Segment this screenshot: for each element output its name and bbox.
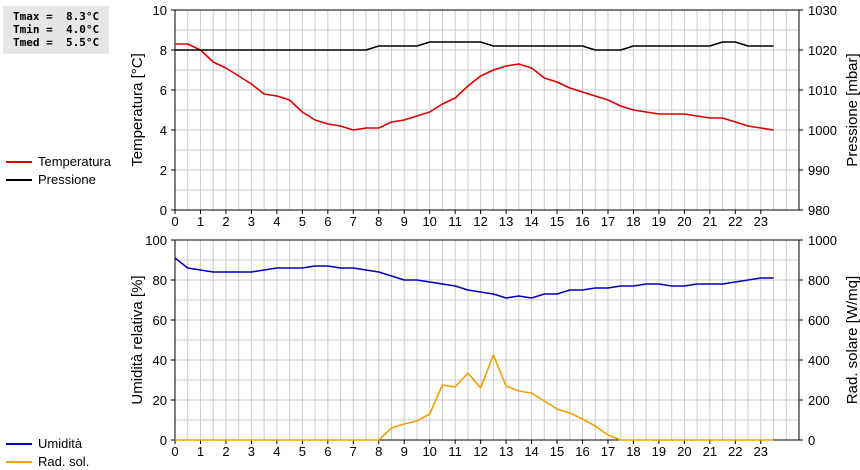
bottom-y-tick-label-left: 40: [153, 353, 167, 368]
top-x-tick-label: 14: [524, 214, 538, 229]
top-y-tick-label-left: 6: [160, 83, 167, 98]
bottom-x-tick-label: 13: [499, 444, 513, 459]
top-x-tick-label: 3: [248, 214, 255, 229]
bottom-x-tick-label: 22: [728, 444, 742, 459]
bottom-x-tick-label: 19: [652, 444, 666, 459]
series-line-pressione: [175, 41, 774, 51]
legend-swatch-pressione: [6, 179, 32, 181]
bottom-x-tick-label: 5: [299, 444, 306, 459]
series-line-umidit: [174, 257, 774, 299]
top-x-tick-label: 5: [299, 214, 306, 229]
bottom-x-tick-label: 20: [677, 444, 691, 459]
bottom-x-tick-label: 14: [524, 444, 538, 459]
top-x-tick-label: 1: [197, 214, 204, 229]
top-y-tick-label-left: 2: [160, 163, 167, 178]
top-x-tick-label: 8: [375, 214, 382, 229]
top-x-tick-label: 4: [273, 214, 280, 229]
top-x-tick-label: 0: [171, 214, 178, 229]
top-plot-frame: [174, 9, 800, 211]
bottom-y-tick-label-right: 0: [808, 433, 815, 448]
bottom-plot-frame: [174, 239, 800, 441]
bottom-x-tick-label: 11: [448, 444, 462, 459]
top-x-tick-label: 6: [324, 214, 331, 229]
legend-swatch-rad-sol: [6, 461, 32, 463]
top-x-tick-label: 16: [575, 214, 589, 229]
top-x-tick-label: 9: [401, 214, 408, 229]
bottom-y-tick-label-left: 60: [153, 313, 167, 328]
y-axis-label-temperatura: Temperatura [°C]: [129, 53, 146, 167]
legend-label-temperatura: Temperatura: [38, 154, 111, 169]
top-y-tick-label-right: 980: [808, 203, 830, 218]
bottom-x-tick-label: 6: [324, 444, 331, 459]
y-axis-label-radiazione: Rad. solare [W/mq]: [844, 276, 860, 404]
top-x-tick-label: 22: [728, 214, 742, 229]
top-y-tick-label-right: 1020: [808, 43, 837, 58]
bottom-y-tick-label-left: 100: [145, 233, 167, 248]
top-x-tick-label: 11: [448, 214, 462, 229]
legend-swatch-umidita: [6, 443, 32, 445]
top-x-tick-label: 21: [703, 214, 717, 229]
bottom-x-tick-label: 4: [273, 444, 280, 459]
top-y-tick-label-left: 4: [160, 123, 167, 138]
y-axis-label-pressione: Pressione [mbar]: [844, 53, 860, 166]
top-x-tick-label: 19: [652, 214, 666, 229]
bottom-x-tick-label: 18: [626, 444, 640, 459]
bottom-x-tick-label: 15: [550, 444, 564, 459]
bottom-x-tick-label: 21: [703, 444, 717, 459]
bottom-y-tick-label-right: 800: [808, 273, 830, 288]
legend-swatch-temperatura: [6, 161, 32, 163]
bottom-x-tick-label: 12: [473, 444, 487, 459]
top-x-tick-label: 23: [754, 214, 768, 229]
top-y-tick-label-right: 1010: [808, 83, 837, 98]
top-x-tick-label: 15: [550, 214, 564, 229]
top-y-tick-label-right: 1000: [808, 123, 837, 138]
legend-label-umidita: Umidità: [38, 436, 83, 451]
bottom-y-tick-label-left: 0: [160, 433, 167, 448]
bottom-x-tick-label: 23: [754, 444, 768, 459]
series-line-temperatura: [175, 43, 774, 131]
series-line-rad-sol: [175, 354, 774, 441]
bottom-x-tick-label: 7: [350, 444, 357, 459]
bottom-x-tick-label: 10: [422, 444, 436, 459]
bottom-x-tick-label: 9: [401, 444, 408, 459]
bottom-x-tick-label: 17: [601, 444, 615, 459]
legend-label-pressione: Pressione: [38, 172, 96, 187]
bottom-y-tick-label-right: 600: [808, 313, 830, 328]
bottom-y-tick-label-right: 200: [808, 393, 830, 408]
top-x-tick-label: 20: [677, 214, 691, 229]
bottom-x-tick-label: 2: [222, 444, 229, 459]
top-x-tick-label: 18: [626, 214, 640, 229]
top-x-tick-label: 10: [422, 214, 436, 229]
y-axis-label-umidita: Umidità relativa [%]: [129, 275, 146, 404]
top-x-tick-label: 2: [222, 214, 229, 229]
charts-canvas: 0 1 2 3 4 5 6 7 8 9 10 11 12 13 14 15 16 17 18 19 20 21 22 2302…: [129, 3, 860, 459]
bottom-x-tick-label: 1: [197, 444, 204, 459]
top-x-tick-label: 12: [473, 214, 487, 229]
top-x-tick-label: 7: [350, 214, 357, 229]
top-y-tick-label-left: 10: [153, 3, 167, 18]
stat-tmax: Tmax = 8.3°C: [13, 10, 100, 23]
stat-tmin: Tmin = 4.0°C: [13, 23, 100, 36]
top-y-tick-label-right: 990: [808, 163, 830, 178]
bottom-y-tick-label-right: 400: [808, 353, 830, 368]
bottom-x-tick-label: 16: [575, 444, 589, 459]
top-y-tick-label-left: 8: [160, 43, 167, 58]
stats-box: Tmax = 8.3°C Tmin = 4.0°C Tmed = 5.5°C: [3, 6, 109, 54]
bottom-y-tick-label-right: 1000: [808, 233, 837, 248]
top-x-tick-label: 17: [601, 214, 615, 229]
bottom-x-tick-label: 0: [171, 444, 178, 459]
bottom-y-tick-label-left: 20: [153, 393, 167, 408]
top-x-tick-label: 13: [499, 214, 513, 229]
bottom-y-tick-label-left: 80: [153, 273, 167, 288]
top-y-tick-label-right: 1030: [808, 3, 837, 18]
bottom-x-tick-label: 8: [375, 444, 382, 459]
stat-tmed: Tmed = 5.5°C: [13, 36, 100, 49]
bottom-x-tick-label: 3: [248, 444, 255, 459]
top-y-tick-label-left: 0: [160, 203, 167, 218]
